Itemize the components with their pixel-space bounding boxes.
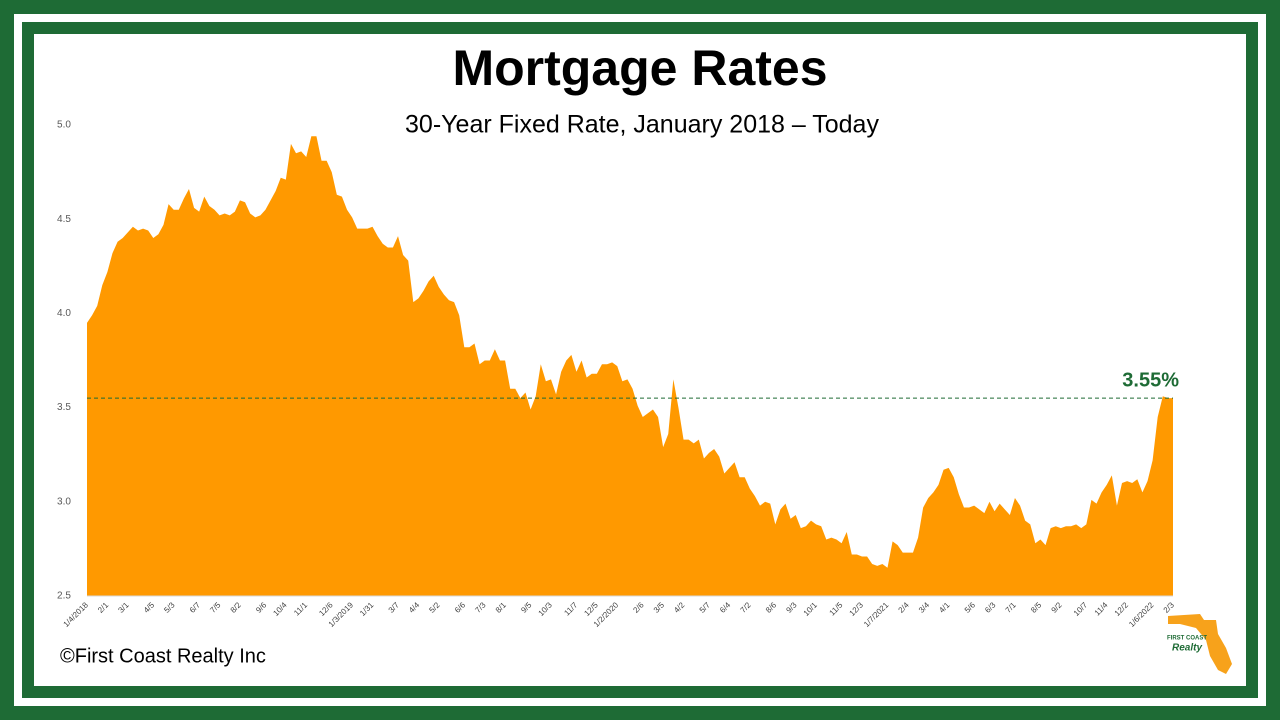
area: [87, 136, 1173, 597]
logo-shape: [1168, 614, 1232, 674]
chart-subtitle: 30-Year Fixed Rate, January 2018 – Today: [405, 111, 879, 139]
source: ©First Coast Realty Inc: [60, 645, 266, 667]
logo-name: FIRST COAST: [1167, 636, 1207, 642]
y-tick-label: 5.0: [57, 120, 71, 131]
logo-script: Realty: [1172, 643, 1202, 654]
y-tick-label: 2.5: [57, 591, 71, 602]
y-tick-label: 4.0: [57, 308, 71, 319]
y-tick-label: 4.5: [57, 214, 71, 225]
y-tick-label: 3.5: [57, 402, 71, 413]
reference-label: 3.55%: [1122, 369, 1179, 391]
y-tick-label: 3.0: [57, 496, 71, 507]
chart-title: Mortgage Rates: [452, 40, 827, 96]
logo: FIRST COAST Realty: [1167, 614, 1232, 674]
